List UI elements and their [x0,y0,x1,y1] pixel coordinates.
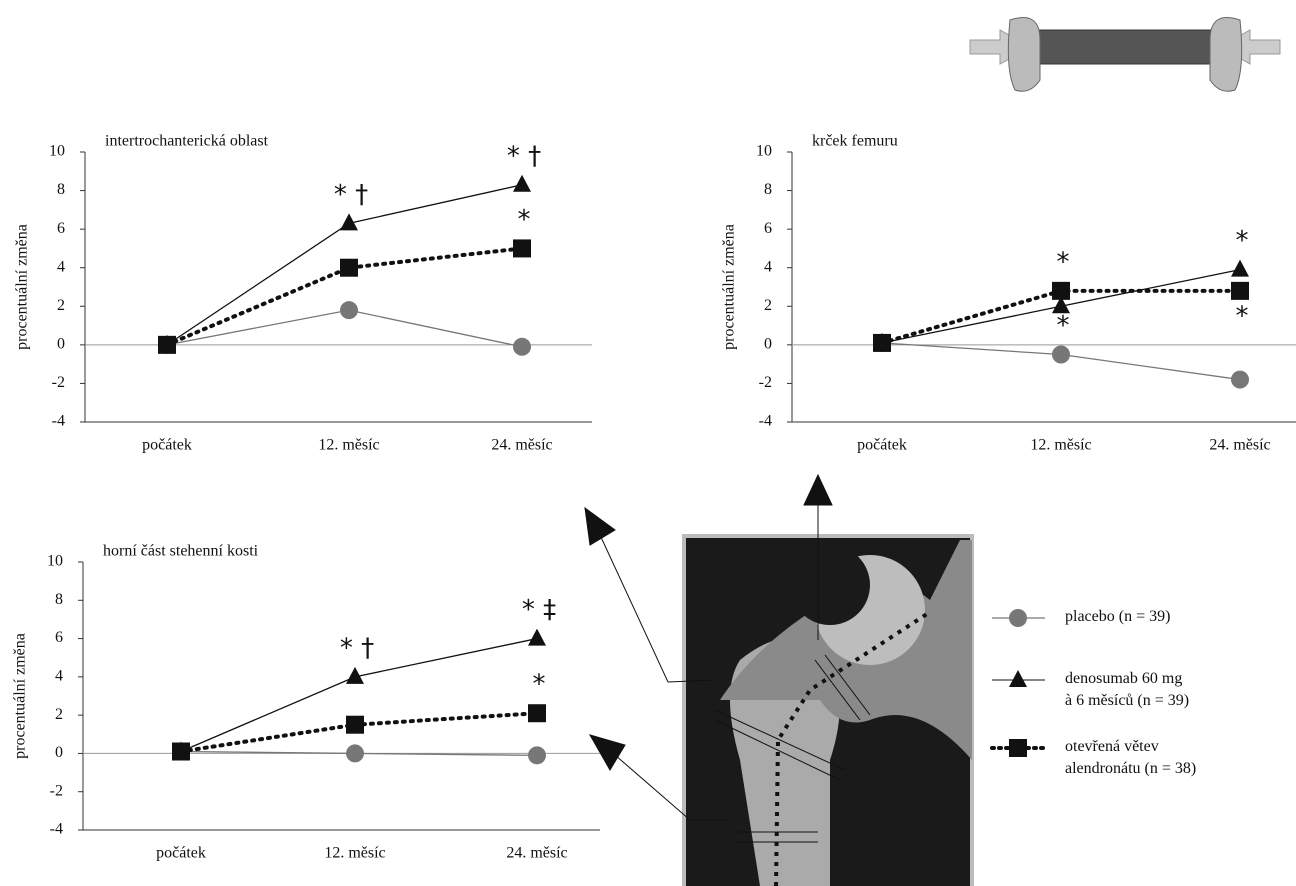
x-tick-label: počátek [156,845,206,862]
y-tick-label: 6 [57,220,65,237]
y-tick-label: 0 [764,336,772,353]
y-tick-label: 2 [57,297,65,314]
point [1009,739,1027,757]
point [1009,670,1027,687]
y-tick-label: 8 [57,181,65,198]
x-tick-label: 12. měsíc [318,437,379,454]
annotation: * [533,670,546,700]
point [528,704,546,722]
y-tick-label: -2 [50,782,63,799]
y-tick-label: 4 [55,668,63,685]
y-tick-label: 4 [764,258,772,275]
x-tick-label: počátek [142,437,192,454]
point [873,334,891,352]
annotation: * [1236,226,1249,256]
y-tick-label: 0 [55,744,63,761]
legend-entry: denosumab 60 mg à 6 měsíců (n = 39) [1065,668,1189,712]
y-tick-label: 10 [756,143,772,160]
y-tick-label: 0 [57,336,65,353]
compression-icon [970,18,1280,92]
y-axis-label: procentuální změna [721,224,738,350]
x-tick-label: počátek [857,437,907,454]
y-tick-label: 10 [49,143,65,160]
chart-title: intertrochanterická oblast [105,133,269,150]
y-tick-label: 6 [764,220,772,237]
point [1052,282,1070,300]
legend-entry: placebo (n = 39) [1065,606,1170,628]
x-tick-label: 12. měsíc [324,845,385,862]
y-tick-label: -2 [759,374,772,391]
y-axis-label: procentuální změna [14,224,31,350]
x-tick-label: 24. měsíc [1209,437,1270,454]
y-tick-label: 6 [55,629,63,646]
y-axis-label: procentuální změna [12,633,29,759]
point [528,629,546,646]
y-tick-label: 8 [764,181,772,198]
chart-title: horní část stehenní kosti [103,543,259,560]
annotation: * † [334,180,368,210]
point [513,175,531,192]
y-tick-label: -4 [52,413,65,430]
point [340,301,358,319]
point [513,239,531,257]
figure: -4 -2 0 2 4 6 8 10 procentuální změna intertrocha… [0,0,1296,886]
y-tick-label: 10 [47,553,63,570]
y-tick-label: -2 [52,374,65,391]
point [346,716,364,734]
point [1231,282,1249,300]
point [1231,260,1249,277]
point [1052,346,1070,364]
x-tick-label: 24. měsíc [506,845,567,862]
annotation: * [1057,311,1070,341]
y-tick-label: 4 [57,258,65,275]
y-tick-label: 8 [55,591,63,608]
point [158,336,176,354]
legend-entry: otevřená větev alendronátu (n = 38) [1065,736,1196,780]
point [1009,609,1027,627]
xray-image [684,536,972,886]
point [340,259,358,277]
y-tick-label: 2 [764,297,772,314]
point [528,746,546,764]
y-tick-label: -4 [759,413,772,430]
point [172,743,190,761]
y-tick-label: 2 [55,706,63,723]
chart-title: krček femuru [812,133,898,150]
point [1231,371,1249,389]
x-tick-label: 12. měsíc [1030,437,1091,454]
point [513,338,531,356]
annotation: * † [507,141,541,171]
annotation: * [1236,301,1249,331]
annotation: * † [340,633,374,663]
x-tick-label: 24. měsíc [491,437,552,454]
y-tick-label: -4 [50,821,63,838]
point [346,744,364,762]
annotation: * [1057,247,1070,277]
annotation: * [518,205,531,235]
annotation: * ‡ [522,595,556,625]
